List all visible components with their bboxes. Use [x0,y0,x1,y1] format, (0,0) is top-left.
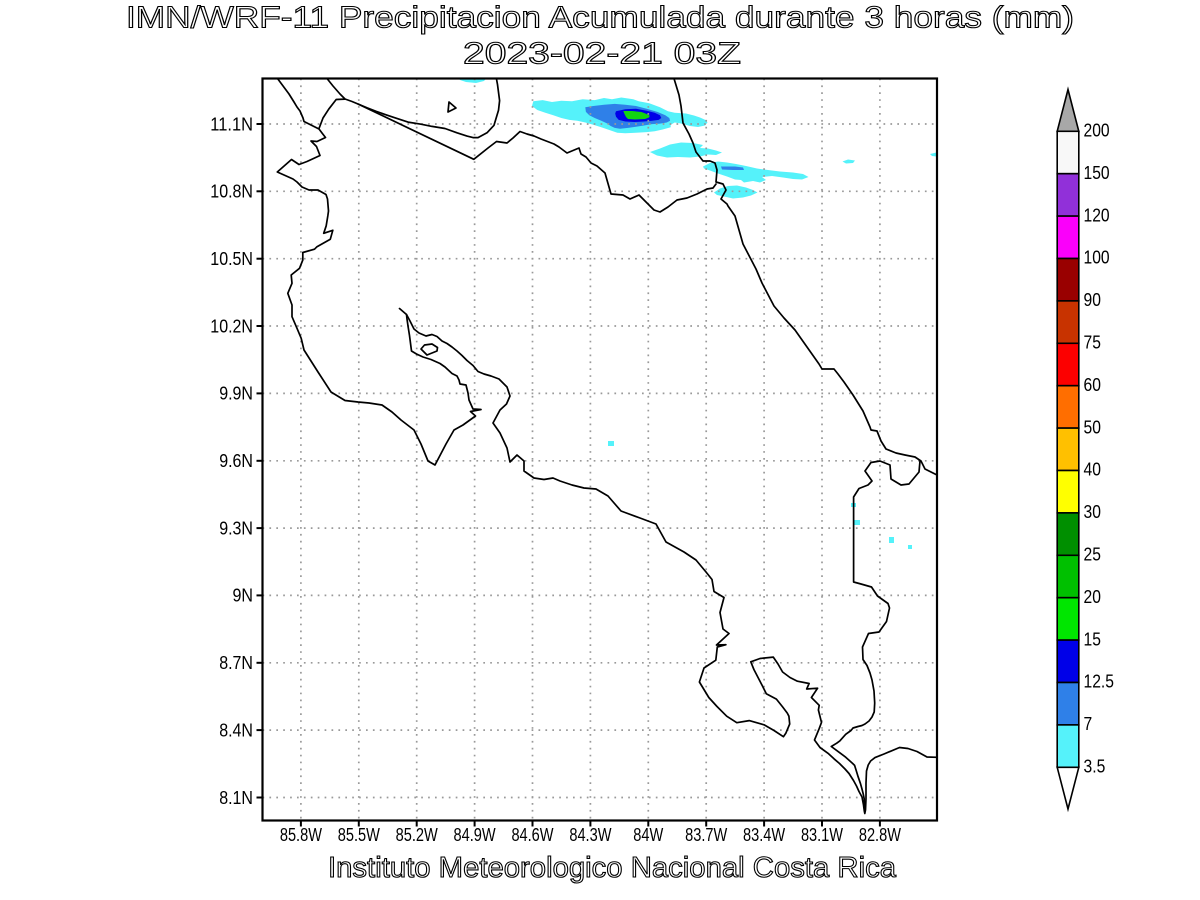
svg-text:9.9N: 9.9N [219,384,253,404]
svg-text:10.8N: 10.8N [210,182,253,202]
svg-text:84.6W: 84.6W [511,825,553,845]
svg-text:7: 7 [1084,714,1093,734]
svg-text:8.1N: 8.1N [219,788,253,808]
svg-text:83.4W: 83.4W [743,825,785,845]
svg-text:84.3W: 84.3W [569,825,611,845]
svg-text:84W: 84W [633,825,663,845]
svg-text:83.1W: 83.1W [801,825,843,845]
svg-text:Instituto Meteorologico Nacion: Instituto Meteorologico Nacional Costa R… [328,852,897,884]
svg-text:82.8W: 82.8W [859,825,901,845]
svg-text:9.6N: 9.6N [219,451,253,471]
svg-text:IMN/WRF-11 Precipitacion Acumu: IMN/WRF-11 Precipitacion Acumulada duran… [126,0,1074,35]
svg-text:25: 25 [1084,545,1101,565]
svg-text:100: 100 [1084,248,1110,268]
svg-text:15: 15 [1084,629,1101,649]
svg-text:8.4N: 8.4N [219,720,253,740]
svg-text:2023-02-21 03Z: 2023-02-21 03Z [463,36,741,71]
svg-text:40: 40 [1084,460,1101,480]
svg-text:85.8W: 85.8W [280,825,322,845]
svg-text:20: 20 [1084,587,1101,607]
svg-text:200: 200 [1084,121,1110,141]
svg-text:120: 120 [1084,205,1110,225]
svg-text:150: 150 [1084,163,1110,183]
svg-text:3.5: 3.5 [1084,757,1106,777]
svg-text:8.7N: 8.7N [219,653,253,673]
svg-text:10.5N: 10.5N [210,249,253,269]
svg-text:10.2N: 10.2N [210,316,253,336]
svg-text:30: 30 [1084,502,1101,522]
svg-text:83.7W: 83.7W [685,825,727,845]
svg-text:90: 90 [1084,290,1101,310]
svg-text:11.1N: 11.1N [210,114,253,134]
svg-text:12.5: 12.5 [1084,672,1115,692]
svg-text:85.5W: 85.5W [338,825,380,845]
svg-text:75: 75 [1084,333,1101,353]
svg-text:60: 60 [1084,375,1101,395]
svg-text:50: 50 [1084,417,1101,437]
svg-text:84.9W: 84.9W [454,825,496,845]
svg-text:85.2W: 85.2W [396,825,438,845]
svg-text:9N: 9N [233,586,254,606]
svg-text:9.3N: 9.3N [219,518,253,538]
